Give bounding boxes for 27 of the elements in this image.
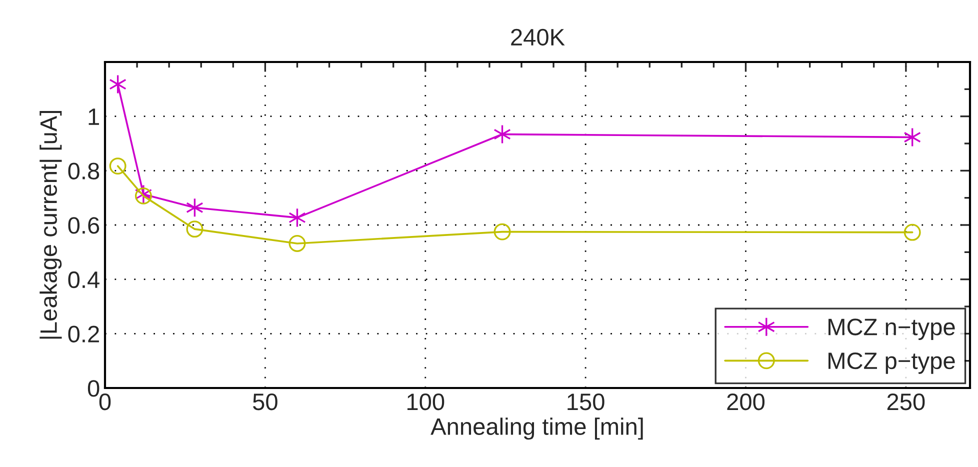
point: [494, 223, 511, 240]
y-tick-label: 0.2: [68, 326, 99, 342]
x-tick-label: 100: [407, 393, 444, 410]
x-tick-label: 150: [568, 393, 604, 410]
point: [186, 220, 204, 238]
point: [904, 224, 921, 241]
y-tick-label: 0.8: [68, 162, 100, 180]
y-tick-label: 0.4: [68, 271, 100, 288]
y-axis-title: |Leakage current| [uA]: [40, 110, 62, 339]
point: [134, 187, 152, 204]
point: [186, 198, 204, 218]
point: [904, 127, 921, 148]
y-tick-label: 0.6: [68, 217, 100, 234]
chart-title: 240K: [511, 28, 565, 46]
x-tick-label: 250: [887, 393, 925, 410]
point: [494, 124, 511, 144]
x-axis-title: Annealing time [min]: [430, 418, 643, 440]
point: [109, 158, 126, 175]
x-tick-label: 50: [253, 393, 278, 410]
point: [288, 235, 306, 252]
y-tick-label: 1: [88, 108, 99, 125]
legend-label: MCZ n−type: [828, 318, 955, 340]
y-tick-label: 0: [88, 380, 100, 397]
x-tick-label: 200: [727, 393, 765, 410]
legend-label: MCZ p−type: [828, 352, 955, 374]
point: [109, 74, 126, 94]
x-tick-label: 0: [99, 393, 111, 410]
